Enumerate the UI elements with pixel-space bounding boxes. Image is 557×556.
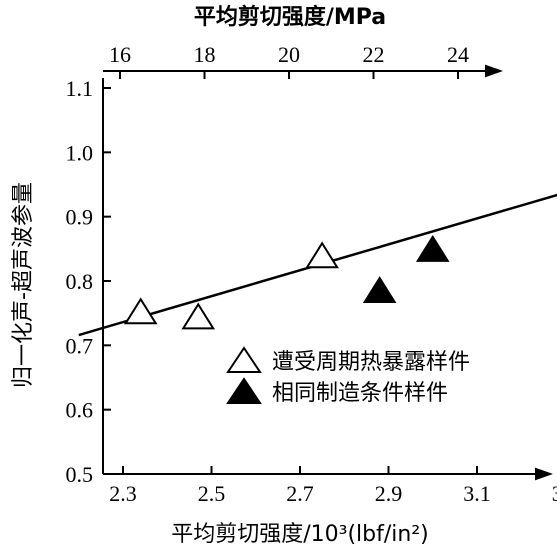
top-tick-label: 20 — [278, 42, 300, 67]
top-tick-label: 18 — [194, 42, 216, 67]
y-tick-label: 0.8 — [66, 269, 94, 294]
x-tick-label: 3.1 — [463, 481, 491, 506]
legend: 遭受周期热暴露样件 相同制造条件样件 — [226, 346, 470, 406]
point-filled-triangle — [362, 276, 397, 304]
point-open-triangle — [305, 241, 339, 269]
y-tick-label: 1.1 — [66, 76, 94, 101]
ticks: 1.11.00.90.80.70.60.52.32.52.72.93.13.33… — [66, 42, 557, 506]
y-tick-label: 0.5 — [66, 462, 94, 487]
x-tick-label: 2.3 — [109, 481, 137, 506]
x-tick-label: 2.7 — [286, 481, 314, 506]
y-tick-label: 0.7 — [66, 333, 94, 358]
y-tick-label: 0.9 — [66, 205, 94, 230]
point-filled-triangle — [415, 234, 450, 262]
y-axis-label: 归一化声-超声波参量 — [11, 182, 36, 388]
y-tick-label: 1.0 — [66, 140, 94, 165]
top-tick-label: 22 — [363, 42, 385, 67]
data-points — [123, 234, 450, 330]
x-tick-label: 3.3 — [552, 481, 557, 506]
x-tick-label: 2.9 — [375, 481, 403, 506]
fit-line — [78, 193, 557, 337]
x-tick-label: 2.5 — [198, 481, 226, 506]
x-axis-arrow — [535, 467, 553, 481]
legend-marker-open — [226, 346, 262, 373]
point-open-triangle — [181, 302, 216, 330]
top-tick-label: 24 — [447, 42, 469, 67]
axes — [102, 64, 553, 481]
legend-label-open: 遭受周期热暴露样件 — [272, 350, 470, 375]
point-open-triangle — [123, 297, 158, 325]
top-axis-label: 平均剪切强度/MPa — [194, 4, 386, 30]
legend-label-filled: 相同制造条件样件 — [272, 381, 448, 406]
legend-marker-filled — [226, 377, 262, 404]
top-axis-arrow — [485, 64, 503, 78]
x-axis-label: 平均剪切强度/10³(lbf/in²) — [171, 522, 429, 547]
y-tick-label: 0.6 — [66, 398, 94, 423]
top-tick-label: 16 — [109, 42, 131, 67]
